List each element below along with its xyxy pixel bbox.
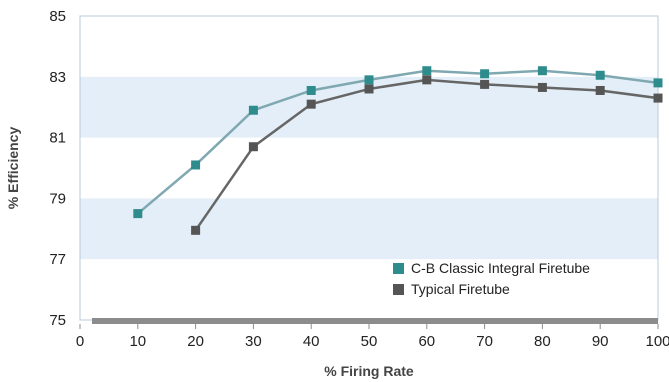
- y-tick-label: 81: [49, 130, 66, 147]
- x-tick-label: 90: [592, 333, 609, 350]
- series-0-point: [422, 66, 432, 76]
- series-1-point: [191, 225, 201, 235]
- y-tick-label: 75: [49, 312, 66, 329]
- y-tick-label: 77: [49, 251, 66, 268]
- series-1-point: [248, 142, 258, 152]
- series-0-point: [595, 70, 605, 80]
- x-tick-label: 40: [303, 333, 320, 350]
- series-line-0: [136, 69, 659, 215]
- x-tick-label: 30: [245, 333, 262, 350]
- y-tick-label: 79: [49, 190, 66, 207]
- series-0-point: [191, 160, 201, 170]
- series-1-point: [595, 85, 605, 95]
- legend-swatch-0: [393, 263, 404, 274]
- series-0-point: [133, 209, 143, 219]
- series-0-point: [306, 85, 316, 95]
- legend-swatch-1: [393, 284, 404, 295]
- band-0: [80, 198, 658, 260]
- x-tick-label: 100: [645, 333, 669, 350]
- legend-label-0: C-B Classic Integral Firetube: [411, 260, 590, 276]
- series-1-point: [653, 93, 663, 103]
- series-0-point: [248, 105, 258, 115]
- y-axis-title: % Efficiency: [5, 127, 21, 210]
- series-0-point: [653, 78, 663, 88]
- x-tick-label: 70: [476, 333, 493, 350]
- x-axis-bar: [92, 318, 658, 324]
- x-tick-label: 0: [76, 333, 84, 350]
- y-axis-ticks: 75 77 79 81 83 85: [49, 8, 66, 329]
- series-layer: [133, 66, 663, 235]
- series-1-point: [306, 99, 316, 109]
- series-1-point: [480, 79, 490, 89]
- x-tick-label: 20: [187, 333, 204, 350]
- series-0-point: [537, 66, 547, 76]
- x-axis-title: % Firing Rate: [324, 363, 414, 379]
- series-1-point: [364, 84, 374, 94]
- series-0-point: [480, 69, 490, 79]
- legend: C-B Classic Integral Firetube Typical Fir…: [393, 260, 590, 297]
- y-tick-label: 83: [49, 69, 66, 86]
- x-axis-ticks: 0 10 20 30 40 50 60 70 80 90 100: [76, 324, 669, 350]
- y-tick-label: 85: [49, 8, 66, 25]
- x-tick-label: 60: [418, 333, 435, 350]
- series-1-point: [422, 75, 432, 85]
- series-1-point: [537, 82, 547, 92]
- x-tick-label: 10: [129, 333, 146, 350]
- x-tick-label: 80: [534, 333, 551, 350]
- shaded-bands: [80, 76, 658, 260]
- legend-label-1: Typical Firetube: [411, 281, 510, 297]
- x-tick-label: 50: [361, 333, 378, 350]
- series-0-point: [364, 75, 374, 85]
